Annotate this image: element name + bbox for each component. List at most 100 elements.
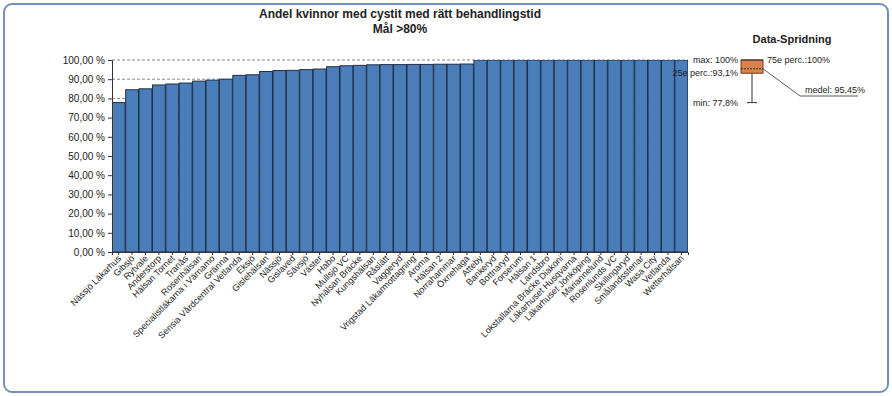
x-tick-mark — [132, 252, 133, 255]
bar — [300, 70, 313, 252]
bar — [246, 75, 259, 252]
x-tick-mark — [507, 252, 508, 255]
bar — [407, 64, 420, 252]
spread-title: Data-Spridning — [753, 33, 832, 45]
bar — [487, 60, 500, 252]
x-tick-mark — [386, 252, 387, 255]
frame — [4, 4, 888, 392]
y-tick-label: 80,00 % — [68, 93, 105, 104]
x-tick-mark — [614, 252, 615, 255]
y-tick-label: 30,00 % — [68, 189, 105, 200]
bar — [648, 60, 661, 252]
bar — [447, 64, 460, 252]
x-tick-mark — [413, 252, 414, 255]
bar — [233, 75, 246, 252]
grid — [112, 60, 688, 252]
bar — [260, 72, 273, 252]
bar — [219, 79, 232, 252]
y-axis: 0,00 % 10,00 % 20,00 % 30,00 % 40,00 % 50,00 … — [63, 55, 113, 258]
y-tick: 10,00 % — [68, 228, 112, 239]
x-tick-mark — [333, 252, 334, 255]
bar — [420, 64, 433, 252]
bar — [313, 69, 326, 252]
bar — [474, 60, 487, 252]
spread-label: min: 77,8% — [693, 98, 738, 108]
bar — [380, 65, 393, 252]
x-tick-mark — [118, 252, 119, 255]
bar — [327, 67, 340, 252]
x-tick-mark — [533, 252, 534, 255]
x-tick-label: Wetterhälsan — [641, 253, 685, 297]
bar — [541, 60, 554, 252]
y-tick: 40,00 % — [68, 170, 112, 181]
spread-label: 25e perc.:93,1% — [672, 68, 738, 78]
x-tick: Wetterhälsan — [641, 252, 685, 298]
x-tick-mark — [641, 252, 642, 255]
spread-label: 75e perc.:100% — [767, 55, 830, 65]
y-tick-label: 20,00 % — [68, 208, 105, 219]
y-tick-label: 100,00 % — [63, 55, 105, 66]
spread-label: max: 100% — [693, 55, 738, 65]
x-tick-mark — [279, 252, 280, 255]
x-tick-mark — [574, 252, 575, 255]
y-tick-label: 0,00 % — [74, 247, 105, 258]
y-tick-mark — [108, 79, 112, 80]
y-tick: 0,00 % — [74, 247, 112, 258]
x-tick-mark — [319, 252, 320, 255]
x-tick-label: Nässjö Läkarhus — [69, 253, 124, 308]
bars — [112, 60, 687, 252]
y-tick-label: 70,00 % — [68, 112, 105, 123]
bar — [152, 85, 165, 252]
x-tick-mark — [239, 252, 240, 255]
bar — [461, 64, 474, 252]
bar — [193, 81, 206, 252]
bar — [166, 84, 179, 252]
y-tick-label: 90,00 % — [68, 74, 105, 85]
y-tick: 20,00 % — [68, 208, 112, 219]
x-tick: Sensia Vårdcentral Vetlanda — [156, 252, 243, 341]
y-tick-label: 60,00 % — [68, 132, 105, 143]
y-tick: 50,00 % — [68, 151, 112, 162]
x-tick-mark — [172, 252, 173, 255]
x-axis-line — [113, 253, 689, 256]
x-tick-mark — [373, 252, 374, 255]
spread-panel: Data-Spridning max: 100% 75e perc.:100% 25e… — [672, 33, 865, 108]
bar — [139, 89, 152, 252]
bar — [528, 60, 541, 252]
x-tick-mark — [493, 252, 494, 255]
x-tick-mark — [266, 252, 267, 255]
bar — [581, 60, 594, 252]
bar — [621, 60, 634, 252]
bar — [394, 65, 407, 252]
x-tick-mark — [453, 252, 454, 255]
x-tick-mark — [600, 252, 601, 255]
chart: Andel kvinnor med cystit med rätt behand… — [0, 0, 892, 396]
bar — [286, 70, 299, 252]
bar — [608, 60, 621, 252]
x-tick-mark — [145, 252, 146, 255]
whisker-min — [747, 102, 757, 103]
x-tick-mark — [547, 252, 548, 255]
y-tick-mark — [108, 252, 112, 253]
x-tick-mark — [359, 252, 360, 255]
bar — [273, 71, 286, 252]
x-tick-mark — [587, 252, 588, 255]
bar — [179, 83, 192, 252]
mean-line — [741, 68, 763, 69]
y-tick-mark — [108, 156, 112, 157]
x-tick-mark — [292, 252, 293, 255]
x-tick-mark — [199, 252, 200, 255]
x-tick-mark — [158, 252, 159, 255]
bar — [367, 65, 380, 252]
x-axis: Nässjö LäkarhusGibsjöRytvaleAnderstorpHä… — [69, 252, 689, 341]
x-tick-mark — [681, 252, 682, 255]
x-tick-mark — [426, 252, 427, 255]
bar — [126, 90, 139, 252]
box — [741, 60, 763, 73]
x-tick-label: Vrigstad Läkarmottagning — [338, 253, 417, 332]
y-tick-label: 10,00 % — [68, 228, 105, 239]
x-tick-mark — [400, 252, 401, 255]
y-tick-mark — [108, 194, 112, 195]
x-tick-label: Sensia Vårdcentral Vetlanda — [156, 253, 243, 340]
bar — [661, 60, 674, 252]
